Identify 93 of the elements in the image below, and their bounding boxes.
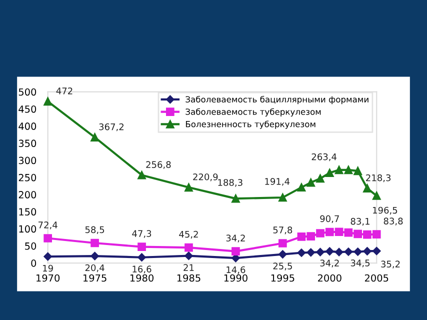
data-label: 90,7 xyxy=(320,215,339,224)
data-label: 35,2 xyxy=(381,260,400,268)
data-label: 72,4 xyxy=(38,222,58,230)
point xyxy=(306,232,316,240)
point xyxy=(325,228,334,236)
point xyxy=(90,133,99,142)
point xyxy=(44,252,52,261)
y-tick-label: 300 xyxy=(18,156,36,164)
point xyxy=(297,232,306,241)
x-tick-label: 1985 xyxy=(177,274,200,282)
point xyxy=(363,247,372,256)
point xyxy=(334,248,344,256)
point xyxy=(138,170,146,180)
point xyxy=(372,246,381,256)
y-tick-label: 150 xyxy=(19,208,36,216)
point xyxy=(90,252,99,260)
legend-label: Болезненность туберкулезом xyxy=(186,120,316,129)
data-label: 34,5 xyxy=(350,260,370,268)
point xyxy=(344,248,353,256)
x-tick-label: 2000 xyxy=(318,274,342,282)
point xyxy=(306,178,316,187)
point xyxy=(363,230,372,239)
point xyxy=(232,194,240,203)
point xyxy=(334,228,344,236)
point xyxy=(306,248,315,257)
point xyxy=(344,166,353,174)
data-label: 34,2 xyxy=(226,234,245,242)
x-tick-label: 1975 xyxy=(83,274,106,282)
point xyxy=(334,166,344,174)
point xyxy=(316,248,324,256)
point xyxy=(354,166,362,176)
x-tick-label: 1995 xyxy=(271,274,294,282)
point xyxy=(354,230,362,238)
point xyxy=(278,239,287,248)
data-label: 20,4 xyxy=(85,264,104,272)
point xyxy=(325,168,334,178)
data-label: 367,2 xyxy=(99,123,124,132)
point xyxy=(184,243,193,252)
x-tick-label: 1980 xyxy=(130,274,154,282)
data-label: 83,8 xyxy=(384,218,403,226)
data-label: 21 xyxy=(184,264,194,271)
x-tick-label: 2005 xyxy=(364,274,388,282)
data-label: 218,3 xyxy=(366,174,391,182)
data-label: 191,4 xyxy=(265,178,290,186)
point xyxy=(372,230,381,239)
point xyxy=(363,184,372,192)
data-label: 57,8 xyxy=(273,226,292,234)
y-tick-label: 100 xyxy=(19,225,36,233)
y-tick-label: 200 xyxy=(18,191,36,198)
legend-label: Заболеваемость бациллярными формами xyxy=(186,96,368,104)
y-tick-label: 500 xyxy=(18,88,36,96)
y-tick-label: 450 xyxy=(18,105,36,113)
data-label: 47,3 xyxy=(132,230,152,238)
point xyxy=(138,242,146,252)
point xyxy=(316,174,324,183)
point xyxy=(278,193,287,202)
y-tick-label: 350 xyxy=(18,140,36,148)
data-label: 196,5 xyxy=(373,206,398,215)
point xyxy=(354,248,362,256)
data-label: 256,8 xyxy=(146,161,171,169)
data-label: 58,5 xyxy=(85,226,104,234)
legend-label: Заболеваемость туберкулезом xyxy=(186,108,321,116)
point xyxy=(297,183,306,192)
y-tick-label: 250 xyxy=(18,174,36,182)
point xyxy=(184,252,193,260)
point xyxy=(344,228,353,237)
point xyxy=(316,229,324,238)
point xyxy=(232,247,240,256)
data-label: 25,5 xyxy=(273,262,292,270)
x-tick-label: 1970 xyxy=(36,274,60,282)
data-label: 263,4 xyxy=(312,153,337,162)
data-label: 220,9 xyxy=(193,173,218,182)
data-label: 188,3 xyxy=(218,179,242,187)
point xyxy=(184,183,193,192)
data-label: 14,6 xyxy=(226,266,246,274)
point xyxy=(372,192,381,200)
point xyxy=(44,97,52,106)
point xyxy=(90,238,99,248)
data-label: 45,2 xyxy=(179,230,198,239)
point xyxy=(297,248,306,257)
x-tick-label: 1990 xyxy=(224,274,248,282)
data-label: 19 xyxy=(43,264,53,272)
data-label: 16,6 xyxy=(132,266,152,274)
point xyxy=(278,250,287,258)
y-tick-label: 0 xyxy=(31,260,36,267)
data-label: 83,1 xyxy=(350,218,370,226)
y-tick-label: 50 xyxy=(25,242,36,250)
point xyxy=(138,253,146,262)
data-label: 34,2 xyxy=(320,260,339,268)
point xyxy=(326,247,334,256)
y-tick-label: 400 xyxy=(18,122,36,130)
data-label: 472 xyxy=(56,87,72,94)
point xyxy=(44,234,52,242)
